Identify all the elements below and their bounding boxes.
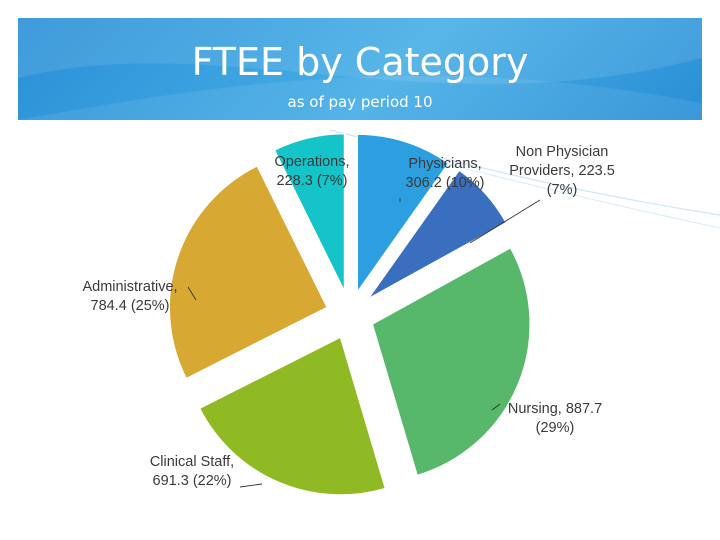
pie-slice-clinical-staff [198, 335, 387, 496]
data-label-nursing: Nursing, 887.7 (29%) [508, 401, 602, 436]
data-label-physicians: Physicians, 306.2 (10%) [406, 156, 485, 191]
leader-line-non-physician-providers [469, 199, 541, 244]
data-label-non-physician-providers: Non Physician Providers, 223.5 (7%) [509, 144, 615, 198]
pie-slice-operations [273, 132, 346, 292]
slide-title: FTEE by Category [191, 40, 529, 84]
leader-line-clinical-staff [239, 483, 263, 488]
leader-line-nursing [491, 403, 501, 411]
pie-slice-physicians [356, 133, 450, 295]
pie-slice-administrative [168, 164, 329, 380]
pie-slices [168, 132, 531, 496]
data-label-clinical-staff: Clinical Staff, 691.3 (22%) [150, 454, 234, 489]
data-labels: Physicians, 306.2 (10%) Non Physician Provi… [82, 144, 614, 489]
pie-slice-non-physician-providers [367, 169, 508, 300]
pie-slice-nursing [371, 246, 531, 477]
data-label-administrative: Administrative, 784.4 (25%) [82, 279, 177, 314]
data-label-operations: Operations, 228.3 (7%) [275, 154, 350, 189]
leader-line-administrative [187, 286, 197, 301]
banner-swoosh-decoration [18, 18, 702, 120]
title-banner [18, 18, 702, 120]
leader-lines [187, 198, 541, 488]
slide-subtitle: as of pay period 10 [287, 93, 433, 111]
